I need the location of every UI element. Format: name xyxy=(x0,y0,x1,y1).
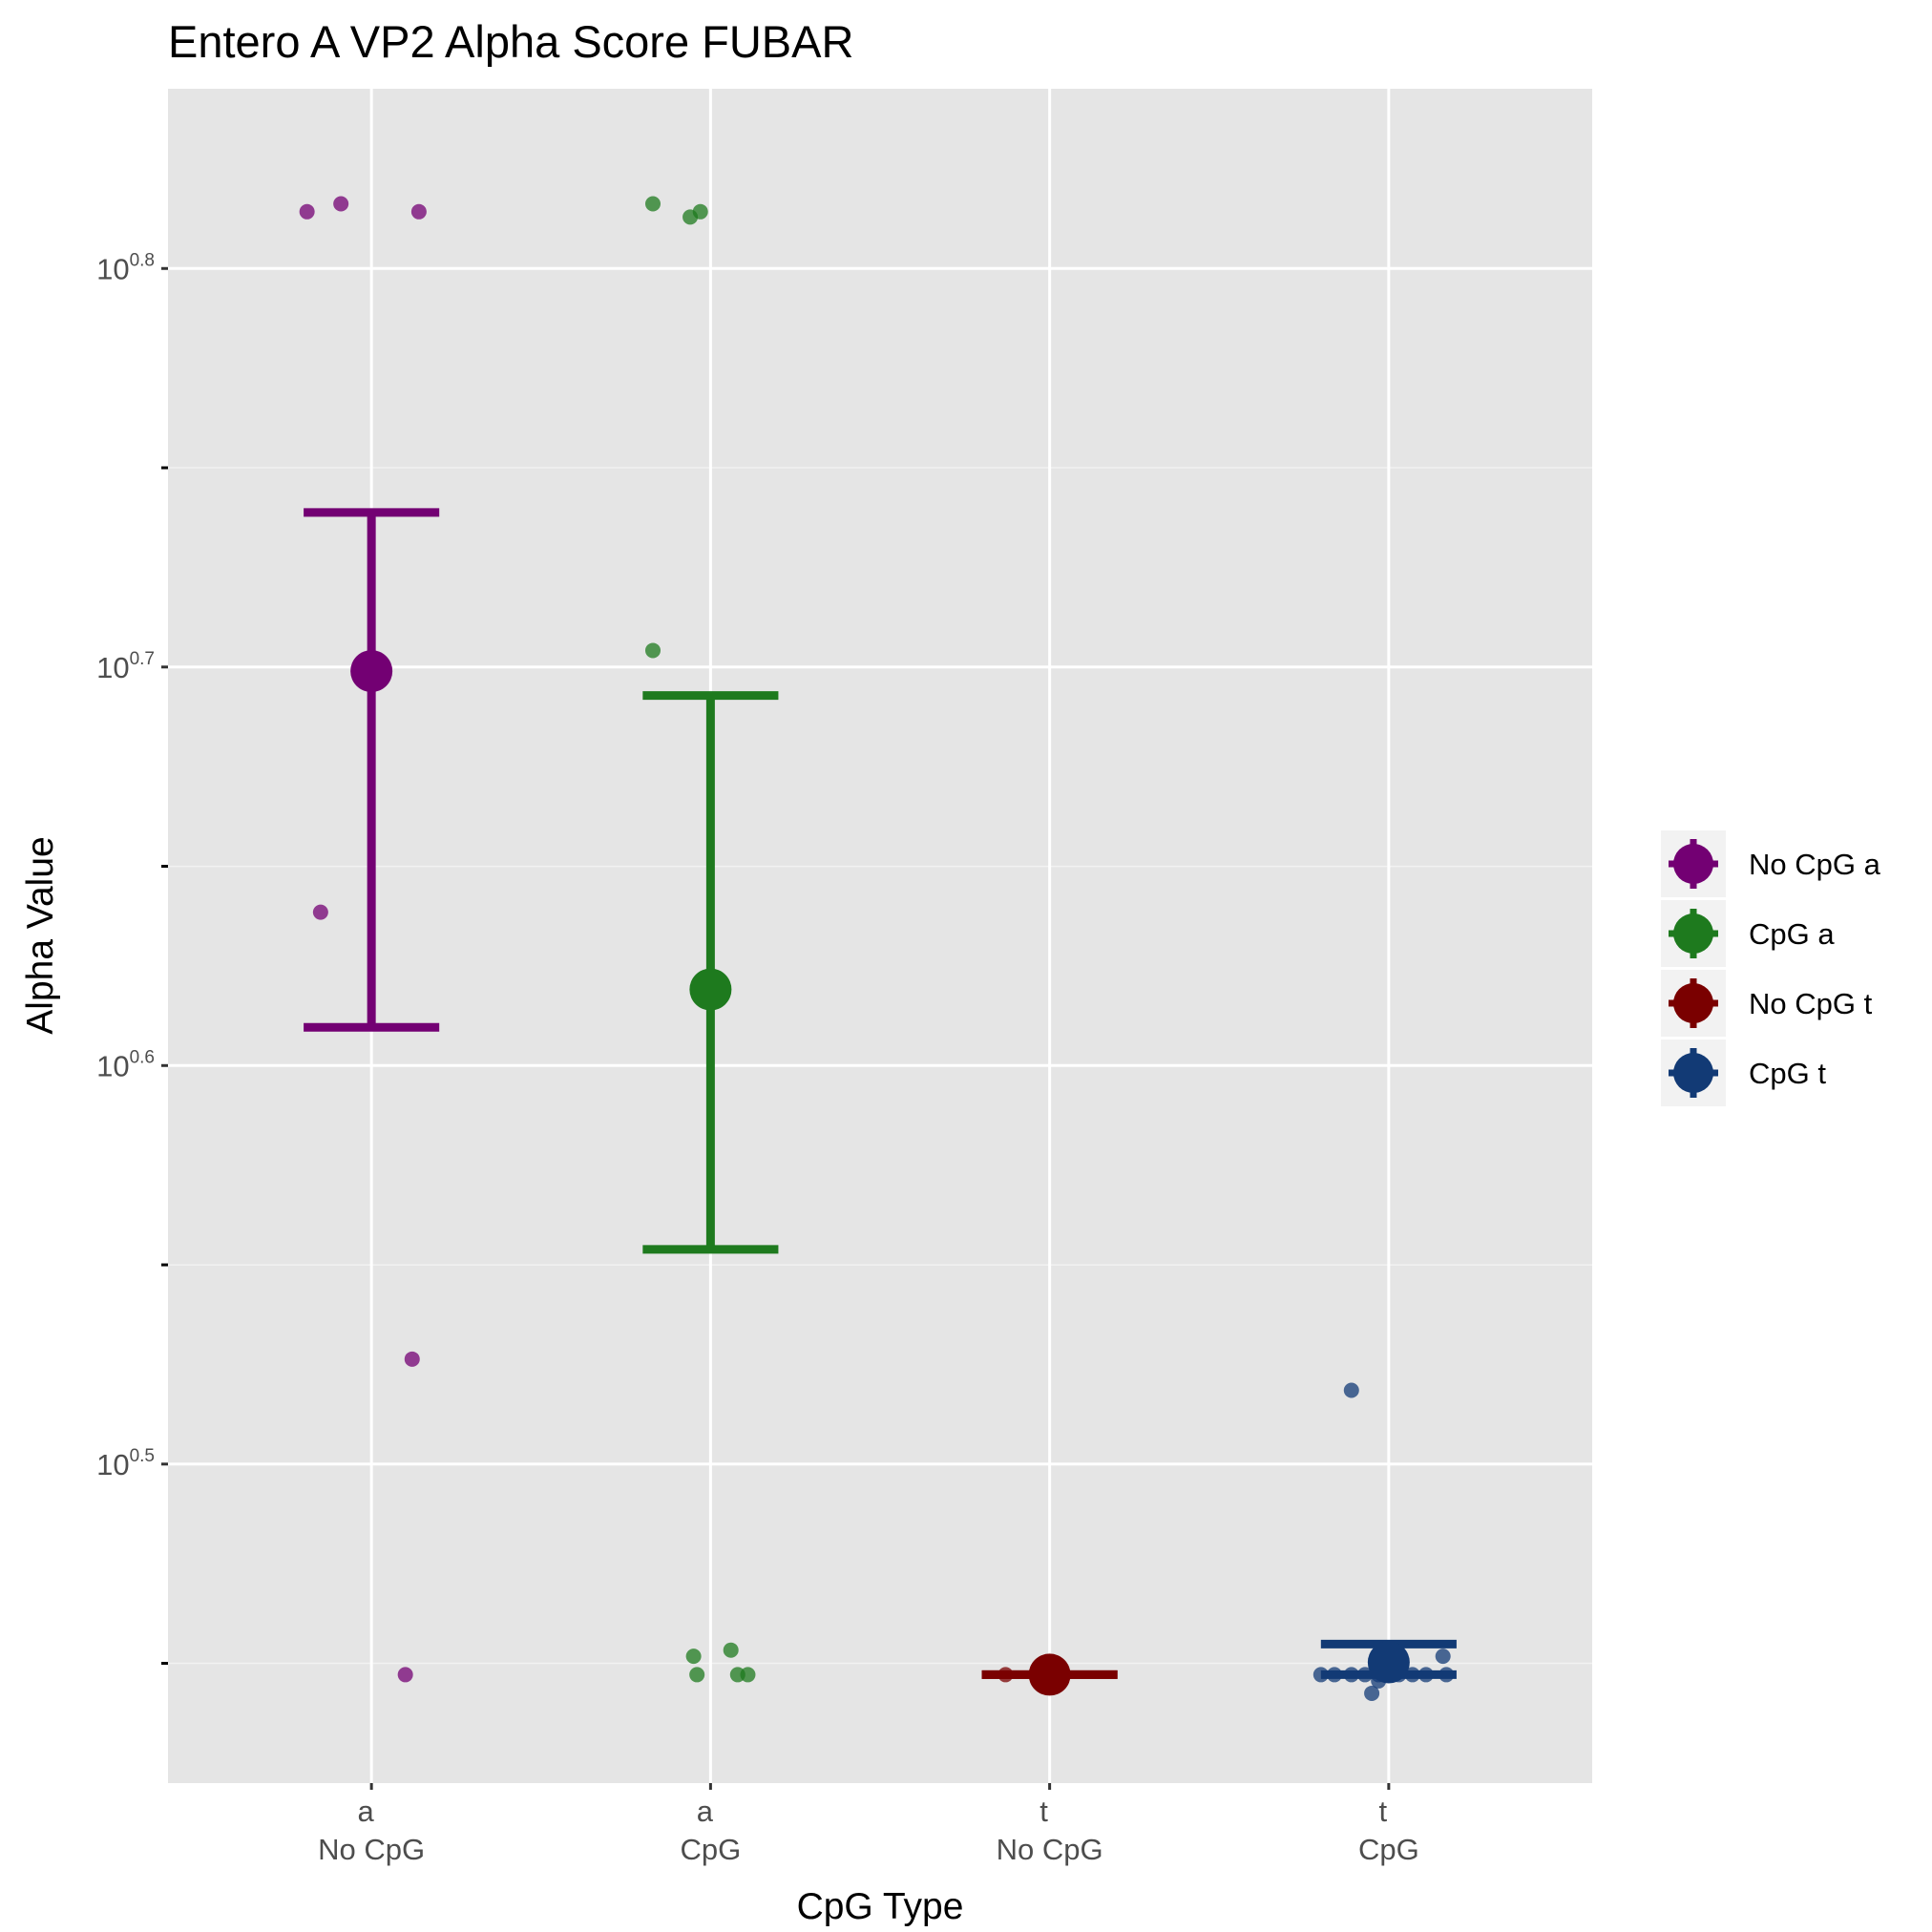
x-tick-label-bottom: No CpG xyxy=(997,1833,1103,1866)
data-point xyxy=(312,904,328,920)
data-point xyxy=(397,1667,413,1683)
mean-markers xyxy=(350,650,1410,1696)
legend-key xyxy=(1661,1040,1726,1106)
y-tick-label: 100.5 xyxy=(96,1446,155,1481)
x-tick-label-top: a xyxy=(358,1795,375,1828)
axis-ticks xyxy=(161,266,1391,1790)
x-tick-label-bottom: CpG xyxy=(681,1833,742,1866)
legend-key-point xyxy=(1673,983,1713,1023)
chart-title: Entero A VP2 Alpha Score FUBAR xyxy=(168,16,853,67)
data-point xyxy=(692,203,708,220)
legend-label: No CpG t xyxy=(1749,987,1873,1020)
data-point xyxy=(685,1648,702,1665)
mean-marker xyxy=(350,650,393,693)
legend-key xyxy=(1661,900,1726,967)
legend-key xyxy=(1661,970,1726,1037)
y-tick-labels: 100.5 100.6 100.7 100.8 xyxy=(96,250,155,1481)
legend-key-point xyxy=(1673,844,1713,884)
legend-label: CpG a xyxy=(1749,917,1835,951)
legend-key xyxy=(1661,830,1726,897)
mean-marker xyxy=(1367,1641,1410,1684)
legend-label: No CpG a xyxy=(1749,848,1881,881)
mean-marker xyxy=(1028,1653,1071,1696)
x-tick-label-top: t xyxy=(1379,1795,1388,1828)
y-tick-label: 100.8 xyxy=(96,250,155,285)
legend: No CpG a CpG a No CpG t CpG t xyxy=(1661,830,1881,1106)
data-point xyxy=(644,196,661,212)
data-point xyxy=(410,203,427,220)
data-point xyxy=(1435,1648,1451,1665)
plot-panel xyxy=(168,89,1592,1783)
y-tick-label: 100.6 xyxy=(96,1047,155,1082)
data-point xyxy=(1343,1382,1359,1398)
data-point xyxy=(689,1667,705,1683)
data-point xyxy=(333,196,349,212)
y-axis-title: Alpha Value xyxy=(20,836,61,1034)
data-point xyxy=(740,1667,756,1683)
legend-label: CpG t xyxy=(1749,1057,1826,1090)
data-point xyxy=(723,1642,739,1658)
x-axis-title: CpG Type xyxy=(797,1886,964,1927)
x-tick-labels: a No CpG a CpG t No CpG t CpG xyxy=(318,1795,1419,1866)
x-tick-label-bottom: No CpG xyxy=(318,1833,425,1866)
mean-marker xyxy=(689,968,732,1011)
x-tick-label-top: t xyxy=(1040,1795,1048,1828)
legend-key-point xyxy=(1673,914,1713,954)
y-tick-label: 100.7 xyxy=(96,649,155,684)
minor-gridlines xyxy=(168,467,1592,1665)
data-point xyxy=(299,203,315,220)
legend-key-point xyxy=(1673,1053,1713,1093)
x-tick-label-top: a xyxy=(697,1795,714,1828)
data-point xyxy=(404,1351,420,1367)
data-point xyxy=(1364,1685,1380,1701)
data-point xyxy=(644,642,661,659)
x-tick-label-bottom: CpG xyxy=(1358,1833,1419,1866)
